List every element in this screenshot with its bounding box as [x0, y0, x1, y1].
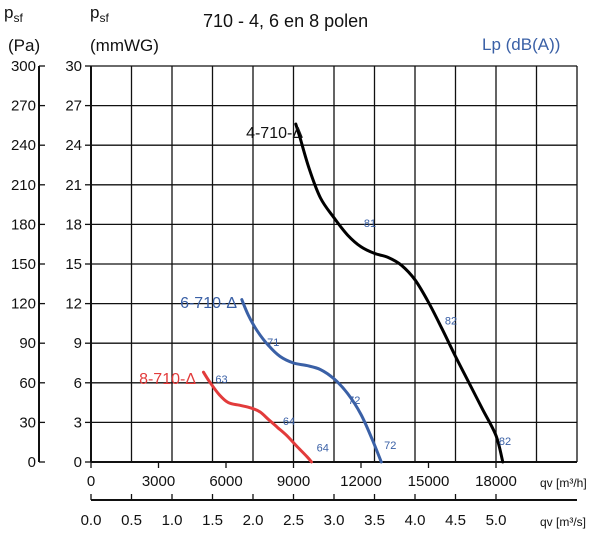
sound-level-label: 64: [317, 442, 329, 454]
sound-level-label: 82: [499, 436, 511, 448]
curve-4-710: [294, 122, 505, 464]
m3s-tick-label: 0.5: [121, 512, 142, 529]
mmwg-tick-label: 21: [65, 177, 82, 194]
mmwg-tick-label: 9: [74, 335, 82, 352]
pa-tick-label: 0: [28, 454, 36, 471]
chart-title: 710 - 4, 6 en 8 polen: [203, 11, 368, 31]
sound-level-label: 82: [445, 316, 457, 328]
m3s-tick-label: 5.0: [486, 512, 507, 529]
mmwg-tick-label: 15: [65, 256, 82, 273]
grid: [38, 65, 578, 501]
m3h-tick-label: 15000: [408, 473, 450, 490]
pa-tick-label: 300: [11, 58, 36, 75]
m3s-tick-label: 3.5: [364, 512, 385, 529]
curve-name-8-710: 8-710-Δ: [139, 371, 196, 388]
m3s-tick-label: 4.5: [445, 512, 466, 529]
pa-tick-label: 30: [19, 414, 36, 431]
sound-level-axis-label: Lp (dB(A)): [482, 35, 560, 54]
curves: [202, 122, 505, 464]
sound-level-label: 72: [384, 440, 396, 452]
pa-tick-label: 240: [11, 137, 36, 154]
tick-labels: 0306090120150180210240270300036912151821…: [11, 58, 517, 529]
pa-tick-label: 270: [11, 98, 36, 115]
curve-name-4-710: 4-710-Δ: [246, 125, 303, 142]
m3h-tick-label: 12000: [340, 473, 382, 490]
pa-tick-label: 90: [19, 335, 36, 352]
m3h-tick-label: 9000: [277, 473, 310, 490]
m3s-tick-label: 2.5: [283, 512, 304, 529]
pa-unit-label: (Pa): [8, 36, 40, 55]
pa-tick-label: 60: [19, 375, 36, 392]
curve-8-710: [202, 370, 313, 464]
x-axis-m3s-label: qv [m³/s]: [540, 515, 586, 529]
mmwg-tick-label: 27: [65, 98, 82, 115]
psf-outer-symbol: psf: [4, 3, 23, 25]
pa-tick-label: 180: [11, 216, 36, 233]
mmwg-tick-label: 0: [74, 454, 82, 471]
mmwg-tick-label: 6: [74, 375, 82, 392]
m3s-tick-label: 1.0: [162, 512, 183, 529]
mmwg-tick-label: 18: [65, 216, 82, 233]
curve-name-6-710: 6-710-Δ: [180, 295, 237, 312]
m3s-tick-label: 4.0: [405, 512, 426, 529]
m3h-tick-label: 6000: [209, 473, 242, 490]
m3s-tick-label: 3.0: [324, 512, 345, 529]
x-axis-m3h-label: qv [m³/h]: [540, 476, 587, 490]
m3h-tick-label: 0: [87, 473, 95, 490]
sound-level-label: 63: [215, 374, 227, 386]
m3s-tick-label: 1.5: [202, 512, 223, 529]
curve-labels: 4-710-Δ 81 82 82 6-710-Δ 71 72 72 8-710-Δ 63 64 64: [139, 125, 511, 454]
pa-tick-label: 210: [11, 177, 36, 194]
pa-tick-label: 150: [11, 256, 36, 273]
sound-level-label: 81: [364, 218, 376, 230]
pa-tick-label: 120: [11, 296, 36, 313]
sound-level-label: 72: [348, 395, 360, 407]
mmwg-unit-label: (mmWG): [90, 36, 159, 55]
mmwg-tick-label: 12: [65, 296, 82, 313]
psf-inner-symbol: psf: [90, 3, 109, 25]
mmwg-tick-label: 30: [65, 58, 82, 75]
m3s-tick-label: 0.0: [81, 512, 102, 529]
curve-6-710: [240, 298, 383, 464]
m3h-tick-label: 3000: [142, 473, 175, 490]
sound-level-label: 64: [283, 416, 295, 428]
m3h-tick-label: 18000: [475, 473, 517, 490]
mmwg-tick-label: 3: [74, 414, 82, 431]
sound-level-label: 71: [267, 337, 279, 349]
mmwg-tick-label: 24: [65, 137, 82, 154]
m3s-tick-label: 2.0: [243, 512, 264, 529]
